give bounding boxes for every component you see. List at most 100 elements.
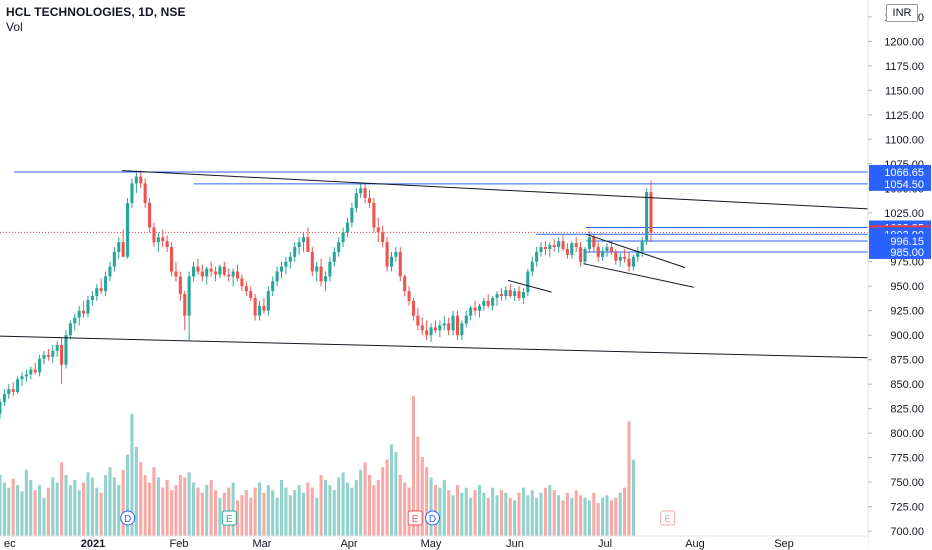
volume-bar [200,492,204,536]
time-tick-label: Mar [253,538,272,550]
price-tick-label: 1200.00 [884,36,924,48]
volume-bar [108,467,112,536]
volume-bar [46,487,50,536]
volume-bar [121,469,125,536]
candle-body [11,389,15,393]
price-label-background [869,244,931,259]
volume-bar [579,495,583,536]
volume-bar [319,474,323,536]
price-tick-label: 825.00 [890,404,924,416]
candle-body [495,294,499,298]
candle-body [293,247,297,257]
candle-body [192,266,196,277]
candle-body [649,192,653,233]
volume-bar [517,492,521,536]
price-tick-label: 725.00 [890,502,924,514]
candle-body [596,247,600,257]
price-tick-label: 850.00 [890,379,924,391]
volume-bar [24,469,28,536]
candle-body [319,266,323,282]
volume-bar [205,485,209,536]
price-tick-label: 775.00 [890,453,924,465]
candle-body [2,393,6,402]
event-marker-letter: E [226,514,233,525]
candle-body [235,271,240,279]
candle-body [411,300,416,316]
event-marker-shape [120,510,136,526]
event-marker-letter: D [124,514,131,525]
volume-bar [508,497,512,536]
volume-bar [420,457,424,536]
volume-bar [381,467,385,536]
volume-bar [38,485,42,536]
volume-bar [337,477,341,536]
volume-bar [526,495,530,536]
earnings-event-marker: E [221,510,237,526]
time-tick-label: Sep [774,538,794,550]
volume-bar [565,492,569,536]
volume-bar [213,490,218,536]
price-label-background [869,164,931,179]
candle-body [130,183,134,203]
time-tick-label: ec [4,538,16,550]
volume-bar [477,485,481,536]
volume-bar [196,487,200,536]
candle-body [64,335,68,365]
candle-body [222,266,226,275]
candles-layer [0,170,653,419]
volume-bar [328,485,332,536]
candle-body [477,305,481,311]
volume-bar [385,459,389,536]
candle-body [636,250,640,257]
trend-lines-layer [0,170,869,359]
candle-body [631,256,635,267]
candle-body [306,237,310,252]
volume-bar [293,490,297,536]
volume-bar [306,482,310,536]
event-marker-letter: D [429,514,436,525]
candle-body [570,243,574,255]
candle-body [614,251,618,261]
volume-bar [117,485,121,536]
candle-body [394,251,398,257]
event-marker-shape [660,510,676,526]
volume-bar [416,436,420,536]
volume-bar [315,497,319,536]
candle-body [231,271,235,277]
volume-bar [143,474,147,536]
volume-bar [354,480,358,536]
volume-bar [275,497,279,536]
volume-bar [161,487,165,536]
candle-body [469,307,473,316]
candle-body [126,202,130,257]
currency-indicator[interactable]: INR [886,4,918,22]
volume-bar [442,480,446,536]
candle-body [521,292,525,298]
candle-body [240,278,244,287]
price-label-background [869,234,931,249]
volume-bar [561,500,565,536]
candle-body [341,232,345,243]
volume-bar [244,490,248,536]
candle-body [77,310,81,318]
candle-body [451,315,455,331]
volume-bar [618,492,622,536]
candle-body [205,268,209,277]
candle-body [517,291,521,298]
candle-body [38,358,42,373]
volume-bar [253,487,257,536]
volume-bar [240,495,244,536]
candle-body [42,354,46,359]
volume-bar [86,472,90,536]
volume-bar [469,497,473,536]
volume-bar [271,490,275,536]
candle-body [464,315,468,324]
candle-body [262,305,266,311]
volume-bar [178,474,182,536]
candle-body [46,354,50,357]
time-tick-label: Aug [685,538,705,550]
candle-body [227,274,231,277]
volume-bar [104,474,108,536]
volume-bar [543,487,547,536]
